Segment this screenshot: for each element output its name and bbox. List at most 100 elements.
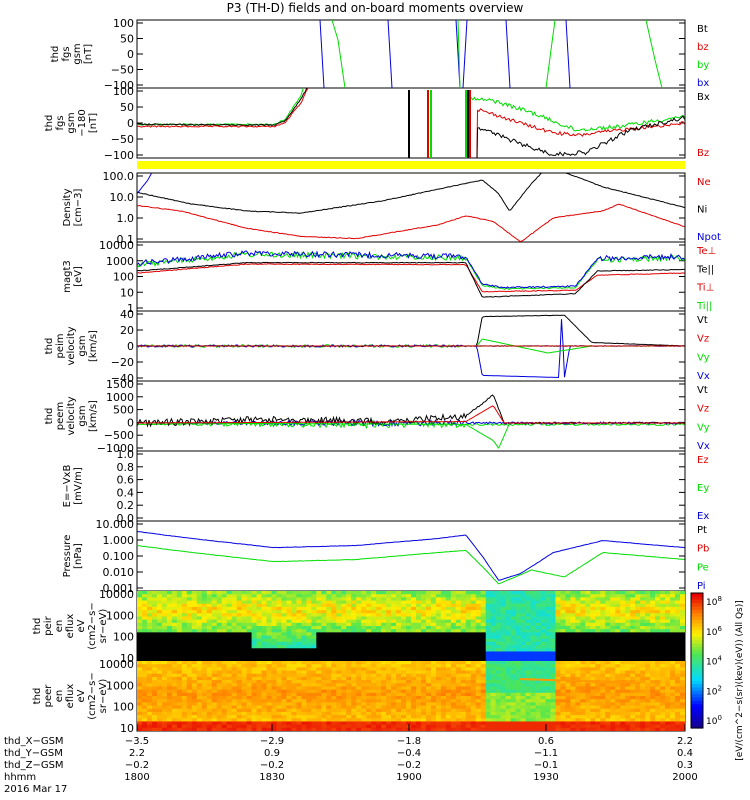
heatmap-cell — [465, 724, 472, 729]
heatmap-cell — [141, 632, 148, 637]
heatmap-cell — [500, 692, 507, 697]
heatmap-cell — [141, 651, 148, 656]
heatmap-cell — [137, 594, 143, 598]
heatmap-cell — [261, 641, 268, 646]
heatmap-cell — [600, 667, 606, 672]
heatmap-cell — [530, 664, 537, 668]
heatmap-cell — [221, 613, 228, 617]
heatmap-cell — [216, 705, 223, 710]
heatmap-cell — [480, 705, 487, 710]
heatmap-cell — [166, 591, 173, 595]
heatmap-cell — [610, 591, 616, 595]
heatmap-cell — [480, 683, 487, 687]
heatmap-cell — [635, 667, 641, 672]
heatmap-cell — [191, 696, 198, 700]
heatmap-cell — [620, 594, 626, 598]
heatmap-cell — [585, 705, 591, 710]
heatmap-cell — [201, 616, 208, 621]
heatmap-cell — [500, 670, 507, 675]
heatmap-cell — [336, 702, 342, 707]
te-par-trace — [137, 261, 685, 298]
heatmap-cell — [306, 692, 312, 697]
heatmap-cell — [460, 705, 467, 710]
heatmap-cell — [221, 594, 228, 598]
heatmap-cell — [226, 721, 233, 726]
heatmap-cell — [600, 692, 606, 697]
heatmap-cell — [445, 705, 452, 710]
heatmap-cell — [430, 603, 437, 608]
heatmap-cell — [321, 606, 327, 611]
heatmap-cell — [411, 686, 417, 691]
heatmap-cell — [296, 654, 302, 659]
heatmap-cell — [181, 680, 188, 684]
heatmap-cell — [261, 715, 268, 719]
heatmap-cell — [415, 629, 422, 633]
heatmap-cell — [351, 597, 357, 602]
heatmap-cell — [391, 721, 397, 726]
heatmap-cell — [675, 613, 681, 617]
heatmap-cell — [620, 638, 626, 643]
heatmap-cell — [575, 711, 581, 716]
heatmap-cell — [156, 616, 163, 621]
heatmap-cell — [176, 641, 183, 646]
heatmap-cell — [246, 699, 253, 703]
heatmap-cell — [515, 661, 522, 665]
heatmap-cell — [241, 689, 248, 694]
heatmap-cell — [166, 597, 173, 602]
heatmap-cell — [625, 603, 631, 608]
heatmap-cell — [535, 638, 542, 643]
heatmap-cell — [411, 597, 417, 602]
heatmap-cell — [336, 619, 342, 624]
heatmap-cell — [261, 676, 268, 681]
y-tick-label: 10 — [120, 652, 134, 665]
heatmap-cell — [186, 708, 193, 713]
heatmap-cell — [206, 683, 213, 687]
heatmap-cell — [226, 619, 233, 624]
heatmap-cell — [336, 600, 342, 605]
heatmap-cell — [500, 600, 507, 605]
y-axis-label: gsm — [77, 335, 88, 356]
heatmap-cell — [440, 632, 447, 637]
heatmap-cell — [301, 594, 307, 598]
heatmap-cell — [465, 606, 472, 611]
heatmap-cell — [326, 667, 332, 672]
heatmap-cell — [510, 597, 517, 602]
heatmap-cell — [331, 654, 337, 659]
heatmap-cell — [555, 591, 561, 595]
heatmap-cell — [156, 670, 163, 675]
heatmap-cell — [176, 724, 183, 729]
heatmap-cell — [670, 654, 676, 659]
y-tick-label: 100 — [113, 85, 134, 98]
heatmap-cell — [610, 718, 616, 722]
heatmap-cell — [640, 613, 646, 617]
heatmap-cell — [186, 683, 193, 687]
heatmap-cell — [311, 689, 317, 694]
heatmap-cell — [630, 632, 636, 637]
heatmap-cell — [306, 591, 312, 595]
heatmap-cell — [386, 597, 392, 602]
heatmap-cell — [545, 661, 551, 665]
heatmap-cell — [306, 702, 312, 707]
heatmap-cell — [555, 708, 561, 713]
heatmap-cell — [440, 635, 447, 640]
heatmap-cell — [470, 661, 477, 665]
heatmap-cell — [371, 635, 377, 640]
heatmap-cell — [356, 724, 362, 729]
heatmap-cell — [655, 606, 661, 611]
heatmap-cell — [331, 619, 337, 624]
heatmap-cell — [381, 591, 387, 595]
heatmap-cell — [366, 667, 372, 672]
legend-label: Pt — [697, 525, 707, 536]
heatmap-cell — [615, 626, 621, 630]
heatmap-cell — [176, 661, 183, 665]
heatmap-cell — [396, 721, 402, 726]
heatmap-cell — [271, 645, 277, 649]
heatmap-cell — [376, 667, 382, 672]
heatmap-cell — [600, 641, 606, 646]
heatmap-cell — [296, 708, 302, 713]
heatmap-cell — [525, 635, 532, 640]
heatmap-cell — [590, 648, 596, 652]
heatmap-cell — [241, 632, 248, 637]
heatmap-cell — [141, 711, 148, 716]
heatmap-cell — [450, 721, 457, 726]
